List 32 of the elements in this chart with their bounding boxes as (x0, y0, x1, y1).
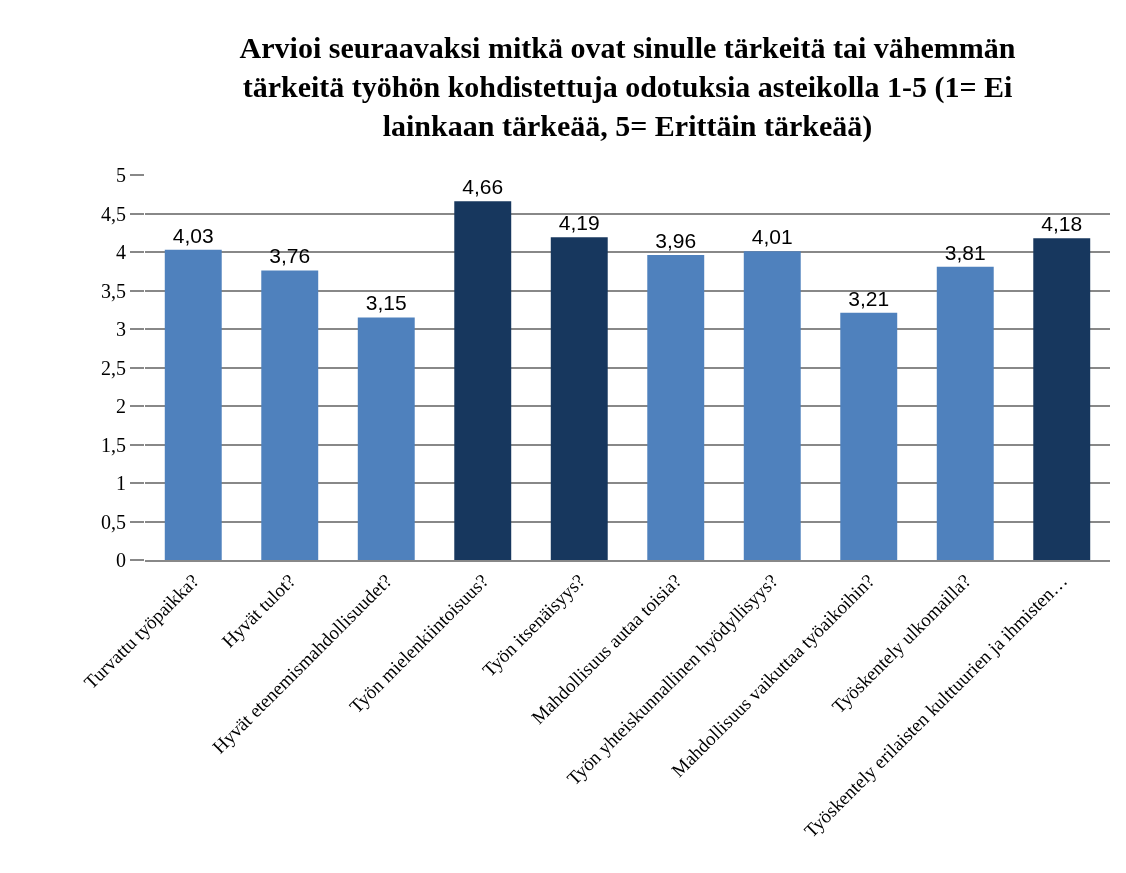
bar (550, 237, 608, 560)
data-label: 4,18 (1041, 212, 1083, 236)
y-tick-label: 3 (116, 318, 126, 340)
bar (743, 251, 801, 560)
data-label: 3,76 (269, 244, 311, 268)
bar (164, 249, 222, 560)
data-label: 4,66 (462, 175, 504, 199)
data-label: 3,96 (655, 229, 697, 253)
y-tick-label: 0,5 (101, 510, 126, 533)
y-tick-label: 1,5 (101, 433, 126, 456)
data-label: 4,19 (558, 211, 600, 235)
y-tick-label: 4 (116, 241, 126, 263)
data-label: 4,01 (751, 225, 793, 249)
y-tick-label: 5 (116, 164, 126, 186)
bar (936, 266, 994, 560)
data-label: 3,21 (848, 286, 890, 310)
bar (454, 201, 512, 560)
bar (261, 270, 319, 560)
data-label: 3,81 (944, 240, 986, 264)
y-tick-label: 1 (116, 472, 126, 494)
bar (1033, 238, 1091, 560)
y-tick-label: 3,5 (101, 279, 126, 302)
y-tick-label: 2 (116, 395, 126, 417)
bar (840, 312, 898, 560)
data-label: 3,15 (365, 291, 407, 315)
bar (357, 317, 415, 560)
y-tick-label: 2,5 (101, 356, 126, 379)
y-tick-label: 4,5 (101, 202, 126, 225)
data-label: 4,03 (172, 223, 214, 247)
bar (647, 255, 705, 560)
chart-title: Arvioi seuraavaksi mitkä ovat sinulle tärkeitä tai vähemmän tärkeitä työhön kohdistettuja odotuksia asteikolla 1-5 (1= Ei lainkaan tärkeää, 5= Erittäin tärkeää) (239, 31, 1016, 143)
y-tick-label: 0 (116, 549, 126, 571)
